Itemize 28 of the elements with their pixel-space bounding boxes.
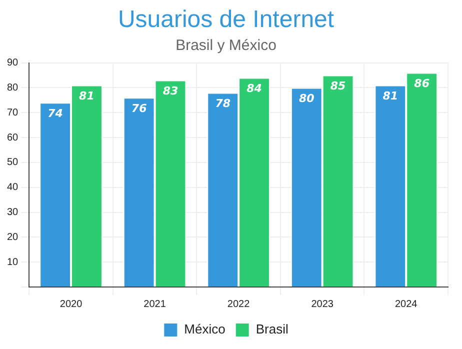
chart-title: Usuarios de Internet <box>118 6 334 34</box>
x-tick-label: 2024 <box>394 298 418 310</box>
data-label: 74 <box>48 107 63 120</box>
data-label: 85 <box>330 80 346 93</box>
x-tick-label: 2021 <box>144 298 166 310</box>
x-tick-label: 2023 <box>311 298 334 310</box>
data-label: 81 <box>382 90 398 103</box>
y-tick-label: 50 <box>7 157 19 168</box>
y-tick-label: 80 <box>7 82 19 94</box>
y-tick-label: 40 <box>7 182 19 194</box>
x-tick-label: 2020 <box>60 298 83 310</box>
y-tick-label: 30 <box>7 207 19 218</box>
data-label: 80 <box>298 92 315 106</box>
data-label: 81 <box>79 90 94 103</box>
data-label: 76 <box>131 102 148 116</box>
x-tick-label: 2022 <box>227 298 250 310</box>
y-tick-label: 10 <box>7 256 19 268</box>
y-tick-label: 70 <box>7 107 19 118</box>
y-tick-label: 20 <box>7 232 19 243</box>
y-tick-label: 90 <box>7 58 19 69</box>
data-label: 84 <box>246 82 262 96</box>
legend-label: Brasil <box>256 322 288 337</box>
data-label: 78 <box>215 97 231 110</box>
chart-subtitle: Brasil y México <box>176 36 276 54</box>
legend-label: México <box>184 322 226 337</box>
y-tick-label: 60 <box>7 132 19 144</box>
data-label: 86 <box>414 77 430 90</box>
data-label: 83 <box>162 84 178 98</box>
